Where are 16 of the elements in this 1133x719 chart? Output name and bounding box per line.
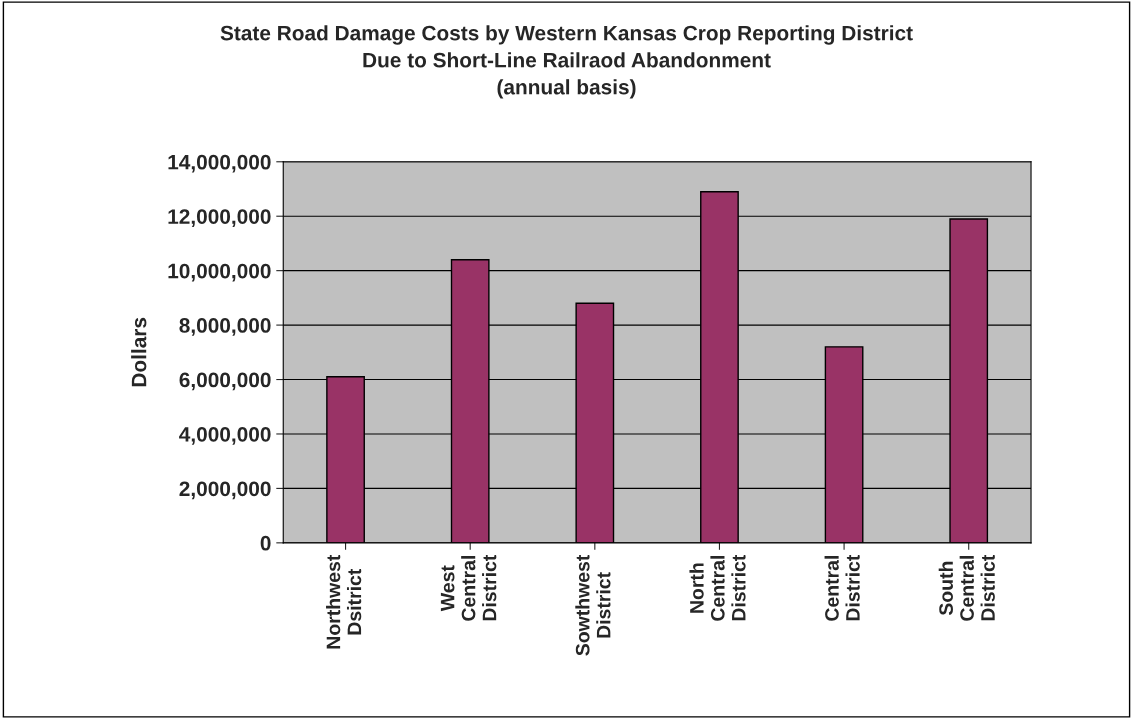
- y-tick-label: 14,000,000: [168, 154, 271, 173]
- y-tick-label: 12,000,000: [168, 209, 271, 227]
- y-tick-label: 2,000,000: [179, 481, 271, 500]
- x-tick-label: Central District: [824, 554, 860, 621]
- y-tick-label: 8,000,000: [179, 318, 271, 336]
- y-tick-label: 6,000,000: [179, 372, 271, 391]
- y-tick-label: 4,000,000: [179, 426, 271, 445]
- x-tick-label: Northwest Dsitrict: [326, 554, 362, 649]
- chart-title: State Road Damage Costs by Western Kansas Crop Reporting District Due to Short-Line Railraod Abandonment (annual basis): [220, 25, 913, 99]
- y-tick-label: 0: [260, 535, 271, 551]
- y-tick-label: 10,000,000: [168, 263, 271, 282]
- y-axis-title: Dollars: [131, 317, 147, 387]
- x-tick-label: South Central District: [938, 554, 995, 621]
- x-tick-label: North Central District: [689, 554, 746, 621]
- x-tick-label: Sowthwest District: [575, 554, 611, 656]
- x-tick-label: West Central District: [440, 554, 497, 621]
